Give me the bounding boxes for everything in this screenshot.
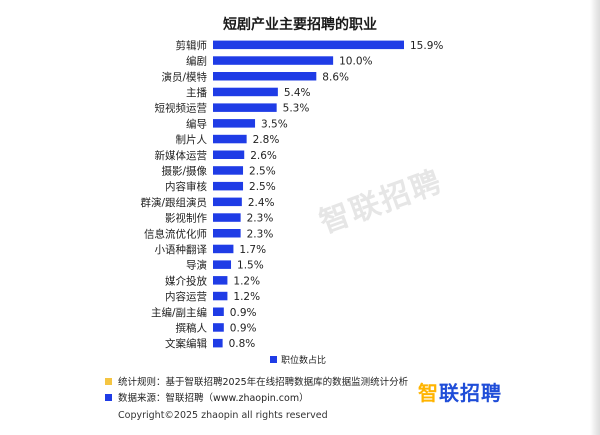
brand-logo: 智联招聘 (418, 377, 502, 406)
value-label: 2.6% (250, 150, 277, 162)
page-edge-shadow (590, 0, 600, 435)
value-label: 5.3% (283, 103, 310, 115)
category-label: 导演 (186, 259, 207, 272)
category-label: 影视制作 (165, 212, 207, 225)
bar (213, 229, 241, 238)
category-label: 编剧 (186, 55, 207, 68)
bar (213, 166, 244, 175)
category-label: 小语种翻译 (155, 243, 208, 256)
legend-label: 职位数占比 (281, 356, 327, 366)
note-marker (105, 377, 112, 385)
category-label: 主编/副主编 (151, 306, 207, 319)
bar (213, 150, 245, 159)
category-label: 新媒体运营 (155, 149, 208, 162)
value-label: 0.8% (229, 338, 256, 350)
value-label: 8.6% (322, 71, 349, 83)
bar (213, 276, 228, 285)
copyright: Copyright©2025 zhaopin all rights reserv… (118, 410, 328, 421)
bar (213, 119, 256, 128)
bar (213, 213, 241, 222)
category-label: 制片人 (176, 133, 208, 146)
category-label: 内容运营 (165, 290, 207, 303)
value-label: 10.0% (339, 56, 372, 68)
category-label: 撰稿人 (176, 321, 208, 334)
value-label: 1.2% (233, 275, 260, 287)
category-label: 主播 (186, 86, 207, 99)
value-label: 2.3% (247, 228, 274, 240)
bar (213, 197, 242, 207)
category-label: 短视频运营 (155, 102, 208, 115)
value-label: 2.5% (249, 181, 276, 193)
brand-logo-rest: 联招聘 (439, 381, 502, 405)
bar (213, 291, 228, 301)
value-label: 1.5% (237, 260, 264, 272)
bar (213, 87, 278, 97)
bar (213, 338, 223, 348)
bar (213, 323, 224, 332)
legend-swatch (270, 356, 277, 363)
bar (213, 260, 232, 269)
value-label: 1.2% (233, 291, 260, 303)
category-label: 媒介投放 (165, 274, 207, 287)
category-label: 群演/跟组演员 (140, 196, 207, 209)
category-label: 信息流优化师 (144, 227, 207, 240)
category-label: 剪辑师 (176, 39, 208, 52)
value-label: 2.3% (247, 213, 274, 225)
bar (213, 103, 277, 112)
category-label: 文案编辑 (165, 337, 207, 350)
value-label: 0.9% (230, 322, 257, 334)
chart-title: 短剧产业主要招聘的职业 (223, 17, 377, 33)
bar (213, 72, 317, 81)
value-label: 2.8% (253, 134, 280, 146)
value-label: 5.4% (284, 87, 311, 99)
note-marker (105, 393, 112, 401)
value-label: 15.9% (410, 40, 443, 52)
category-label: 摄影/摄像 (161, 164, 207, 177)
legend: 职位数占比 (270, 353, 326, 366)
note-rule: 统计规则：基于智联招聘2025年在线招聘数据库的数据监测统计分析 (105, 374, 408, 388)
note-rule-text: 统计规则：基于智联招聘2025年在线招聘数据库的数据监测统计分析 (118, 377, 409, 388)
value-label: 3.5% (261, 118, 288, 130)
bar (213, 181, 244, 191)
bar (213, 40, 404, 50)
bar (213, 134, 247, 144)
value-label: 2.4% (248, 197, 275, 209)
category-label: 编导 (186, 117, 207, 130)
brand-logo-first: 智 (418, 381, 439, 405)
bar (213, 307, 224, 316)
bar (213, 56, 334, 65)
bar (213, 244, 234, 254)
value-label: 0.9% (230, 307, 257, 319)
value-label: 1.7% (239, 244, 266, 256)
category-label: 内容审核 (165, 180, 207, 193)
category-label: 演员/模特 (161, 70, 207, 83)
note-source: 数据来源：智联招聘（www.zhaopin.com） (105, 390, 309, 404)
note-source-text: 数据来源：智联招聘（www.zhaopin.com） (118, 393, 309, 404)
value-label: 2.5% (249, 165, 276, 177)
